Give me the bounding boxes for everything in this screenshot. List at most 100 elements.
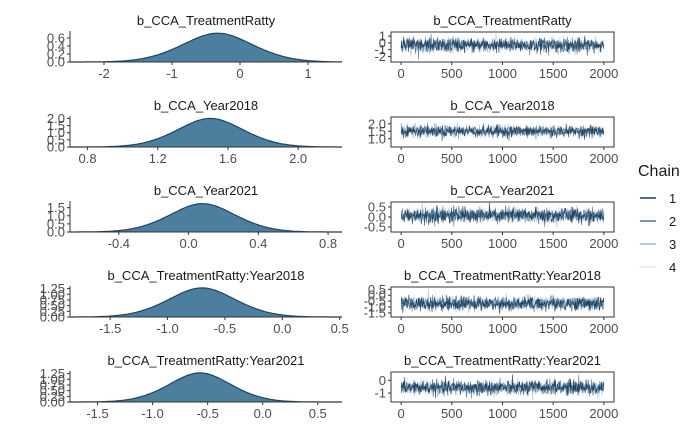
legend-title: Chain (638, 163, 680, 180)
density-panel-4: b_CCA_TreatmentRatty:Year20210.000.250.5… (40, 353, 342, 421)
trace-ytick-label-3-1: 0.0 (368, 288, 386, 303)
trace-xtick-label-4-4: 2000 (589, 406, 618, 421)
density-ytick-label-1-4: 2.0 (47, 111, 65, 126)
trace-ytick-label-1-0: 2.0 (368, 116, 386, 131)
density-xtick-label-0-3: 1 (304, 66, 311, 81)
trace-title-1: b_CCA_Year2018 (450, 98, 554, 113)
trace-ytick-label-3-2: -0.5 (364, 294, 386, 309)
density-title-1: b_CCA_Year2018 (154, 98, 258, 113)
trace-xtick-label-0-4: 2000 (589, 66, 618, 81)
density-ytick-label-2-2: 1.0 (47, 208, 65, 223)
trace-title-0: b_CCA_TreatmentRatty (433, 13, 572, 28)
trace-chains-0 (400, 33, 605, 60)
trace-title-3: b_CCA_TreatmentRatty:Year2018 (404, 268, 601, 283)
trace-chain-1-3 (400, 294, 605, 314)
density-xtick-label-3-4: 0.5 (331, 321, 349, 336)
density-xtick-label-2-2: 0.4 (249, 236, 267, 251)
trace-ytick-label-1-1: 1.5 (368, 124, 386, 139)
density-ytick-label-3-0: 0.00 (40, 310, 65, 325)
density-xtick-label-4-3: 0.0 (254, 406, 272, 421)
legend: Chain 1 2 3 4 (638, 163, 680, 275)
density-xtick-label-3-1: -1.0 (156, 321, 178, 336)
trace-xtick-label-4-3: 1500 (539, 406, 568, 421)
trace-chain-1-4 (401, 374, 605, 399)
trace-chains-4 (400, 374, 605, 400)
density-ytick-label-4-2: 0.50 (40, 383, 65, 398)
density-ytick-label-1-3: 1.5 (47, 118, 65, 133)
trace-title-2: b_CCA_Year2021 (450, 183, 554, 198)
trace-xtick-label-3-4: 2000 (589, 321, 618, 336)
trace-xtick-label-3-1: 500 (441, 321, 463, 336)
density-title-4: b_CCA_TreatmentRatty:Year2021 (107, 353, 304, 368)
density-ytick-label-0-1: 0.2 (47, 47, 65, 62)
density-area-4 (70, 372, 342, 402)
trace-chains-2 (400, 202, 605, 228)
trace-chains-3 (400, 288, 605, 314)
density-ytick-label-4-4: 1.00 (40, 372, 65, 387)
density-xtick-label-2-3: 0.8 (319, 236, 337, 251)
trace-xtick-label-1-4: 2000 (589, 151, 618, 166)
trace-title-4: b_CCA_TreatmentRatty:Year2021 (404, 353, 601, 368)
trace-xtick-label-0-2: 1000 (488, 66, 517, 81)
legend-label-2: 2 (669, 214, 676, 229)
density-ytick-label-0-2: 0.4 (47, 39, 65, 54)
density-area-0 (70, 33, 342, 62)
density-xtick-label-1-1: 1.2 (149, 151, 167, 166)
density-panel-0: b_CCA_TreatmentRatty 0.00.20.40.6 -2 -1 0 1 (47, 13, 342, 81)
trace-ytick-label-4-0: 0 (379, 373, 386, 388)
trace-xtick-label-0-1: 500 (441, 66, 463, 81)
density-area-3 (70, 287, 342, 317)
trace-xtick-label-0-3: 1500 (539, 66, 568, 81)
density-xtick-label-1-2: 1.6 (219, 151, 237, 166)
density-title-3: b_CCA_TreatmentRatty:Year2018 (107, 268, 304, 283)
density-xtick-label-3-0: -1.5 (99, 321, 121, 336)
density-ytick-label-1-1: 0.5 (47, 132, 65, 147)
trace-ytick-label-3-4: -1.5 (364, 305, 386, 320)
trace-panel-1: b_CCA_Year2018 2.01.51.0 0 500 1000 1500 2000 (368, 98, 618, 166)
trace-chain-1-1 (400, 123, 605, 141)
density-panel-3: b_CCA_TreatmentRatty:Year2018 0.000.25 0.5… (40, 268, 349, 336)
density-ytick-label-3-4: 1.00 (40, 287, 65, 302)
trace-ytick-label-2-0: 0.5 (368, 200, 386, 215)
trace-ytick-label-3-3: -1.0 (364, 300, 386, 315)
trace-ytick-label-1-2: 1.0 (368, 131, 386, 146)
trace-panel-2: b_CCA_Year2021 0.50.0-0.5 0 500 1000 1500 2000 (364, 183, 619, 251)
trace-ytick-label-2-1: 0.0 (368, 210, 386, 225)
density-xtick-label-0-0: -2 (98, 66, 110, 81)
density-xtick-label-2-1: 0.0 (180, 236, 198, 251)
trace-xtick-label-1-2: 1000 (488, 151, 517, 166)
density-ytick-label-3-3: 0.75 (40, 292, 65, 307)
density-area-1 (70, 118, 342, 147)
trace-xtick-label-3-3: 1500 (539, 321, 568, 336)
trace-chain-1-0 (400, 35, 605, 56)
density-title-2: b_CCA_Year2021 (154, 183, 258, 198)
density-xtick-label-4-0: -1.5 (86, 406, 108, 421)
trace-ytick-label-2-2: -0.5 (364, 220, 386, 235)
density-ytick-label-0-3: 0.6 (47, 31, 65, 46)
trace-xtick-label-2-1: 500 (441, 236, 463, 251)
density-xtick-label-0-1: -1 (166, 66, 178, 81)
density-xtick-label-4-4: 0.5 (309, 406, 327, 421)
density-ytick-label-2-1: 0.5 (47, 216, 65, 231)
density-line-0 (70, 32, 342, 63)
density-ytick-label-1-2: 1.0 (47, 125, 65, 140)
trace-chains-1 (400, 122, 605, 143)
density-ytick-label-3-1: 0.25 (40, 304, 65, 319)
trace-xtick-label-2-4: 2000 (589, 236, 618, 251)
trace-ytick-label-0-0: 1 (379, 29, 386, 44)
trace-xtick-label-1-3: 1500 (539, 151, 568, 166)
trace-xtick-label-3-2: 1000 (488, 321, 517, 336)
density-xtick-label-2-0: -0.4 (108, 236, 130, 251)
trace-xtick-label-3-0: 0 (398, 321, 405, 336)
density-xtick-label-1-3: 2.0 (289, 151, 307, 166)
density-ytick-label-4-3: 0.75 (40, 377, 65, 392)
trace-xtick-label-4-2: 1000 (488, 406, 517, 421)
density-ytick-label-1-0: 0.0 (47, 140, 65, 155)
trace-ytick-label-4-1: -1 (374, 386, 386, 401)
density-xtick-label-4-1: -1.0 (141, 406, 163, 421)
density-ytick-label-0-0: 0.0 (47, 55, 65, 70)
